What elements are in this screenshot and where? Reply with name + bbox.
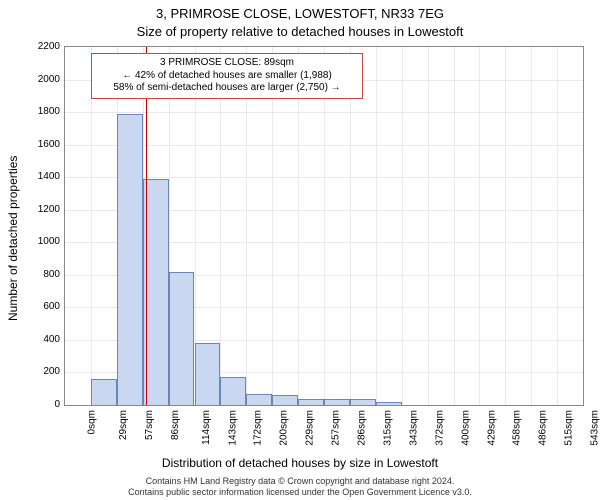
annotation-line: 58% of semi-detached houses are larger (… [98,82,356,95]
attribution-text: Contains HM Land Registry data © Crown c… [0,476,600,499]
x-tick-label: 229sqm [305,410,316,446]
gridline-vertical [246,47,247,405]
annotation-line: ← 42% of detached houses are smaller (1,… [98,70,356,83]
gridline-vertical [376,47,377,405]
attribution-line1: Contains HM Land Registry data © Crown c… [0,476,600,487]
histogram-bar [376,402,402,405]
gridline-vertical [557,47,558,405]
histogram-bar [350,399,376,406]
histogram-bar [169,272,195,405]
x-tick-label: 543sqm [590,410,600,446]
histogram-bar [195,343,221,405]
y-tick-label: 600 [20,301,60,312]
y-tick-label: 2200 [20,41,60,52]
chart-title-line2: Size of property relative to detached ho… [0,24,600,39]
gridline-vertical [298,47,299,405]
x-tick-label: 286sqm [357,410,368,446]
gridline-vertical [454,47,455,405]
y-tick-label: 1200 [20,204,60,215]
histogram-bar [298,399,324,406]
annotation-line: 3 PRIMROSE CLOSE: 89sqm [98,57,356,70]
x-tick-label: 257sqm [331,410,342,446]
gridline-vertical [505,47,506,405]
x-tick-label: 315sqm [382,410,393,446]
x-tick-label: 57sqm [144,410,155,440]
y-tick-label: 800 [20,269,60,280]
gridline-vertical [324,47,325,405]
x-tick-label: 143sqm [227,410,238,446]
plot-area: 3 PRIMROSE CLOSE: 89sqm← 42% of detached… [64,46,584,406]
histogram-bar [91,379,117,405]
x-tick-label: 0sqm [86,410,97,434]
y-axis-label: Number of detached properties [6,156,20,321]
gridline-vertical [428,47,429,405]
y-tick-label: 400 [20,334,60,345]
gridline-vertical [91,47,92,405]
y-tick-label: 1400 [20,171,60,182]
attribution-line2: Contains public sector information licen… [0,487,600,498]
x-tick-label: 29sqm [118,410,129,440]
x-tick-label: 400sqm [460,410,471,446]
x-tick-label: 172sqm [253,410,264,446]
x-tick-label: 86sqm [170,410,181,440]
histogram-bar [272,395,298,405]
gridline-vertical [272,47,273,405]
x-tick-label: 114sqm [200,410,211,445]
x-tick-label: 458sqm [512,410,523,446]
y-tick-label: 1800 [20,106,60,117]
y-tick-label: 1600 [20,139,60,150]
x-tick-label: 486sqm [538,410,549,446]
gridline-vertical [350,47,351,405]
x-tick-label: 372sqm [434,410,445,446]
histogram-bar [220,377,246,405]
x-tick-label: 429sqm [486,410,497,446]
x-tick-label: 515sqm [564,410,575,446]
chart-title-line1: 3, PRIMROSE CLOSE, LOWESTOFT, NR33 7EG [0,6,600,21]
gridline-vertical [479,47,480,405]
y-tick-label: 200 [20,366,60,377]
x-tick-label: 200sqm [279,410,290,446]
y-tick-label: 1000 [20,236,60,247]
gridline-vertical [402,47,403,405]
chart-root: { "titles": { "line1": "3, PRIMROSE CLOS… [0,0,600,500]
gridline-vertical [220,47,221,405]
histogram-bar [324,399,350,406]
y-tick-label: 0 [20,399,60,410]
x-axis-label: Distribution of detached houses by size … [0,456,600,470]
property-marker-line [146,47,148,405]
gridline-vertical [531,47,532,405]
annotation-box: 3 PRIMROSE CLOSE: 89sqm← 42% of detached… [91,53,363,99]
x-tick-label: 343sqm [408,410,419,446]
y-tick-label: 2000 [20,74,60,85]
histogram-bar [246,394,272,405]
histogram-bar [117,114,143,405]
